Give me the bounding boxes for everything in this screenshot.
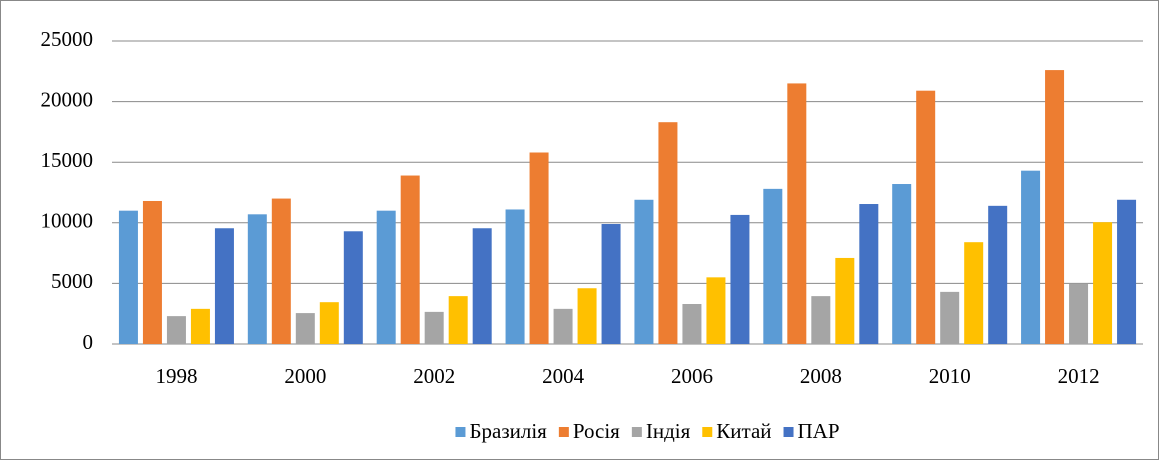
bar [166,316,186,344]
bar [247,214,267,344]
bar [1069,284,1089,344]
bar [400,175,420,344]
bar [601,224,621,344]
bar [271,198,291,344]
legend-label: ПАР [798,419,840,443]
y-tick-label: 10000 [41,209,94,233]
bar [658,122,678,344]
bar [214,228,234,344]
bar [682,304,702,344]
legend-swatch [783,427,794,437]
bar [859,204,879,344]
bar [424,311,444,344]
legend-label: Бразилія [469,419,547,443]
legend-swatch [702,427,713,437]
x-tick-label: 1998 [155,364,197,388]
legend-label: Китай [716,419,771,443]
x-tick-label: 2012 [1058,364,1100,388]
y-tick-label: 25000 [41,27,94,51]
x-tick-label: 2002 [413,364,455,388]
x-tick-label: 2006 [671,364,713,388]
bar [448,296,468,344]
bar [706,277,726,344]
x-tick-label: 2008 [800,364,842,388]
bar [988,205,1008,344]
bar [787,83,807,345]
bar [634,199,654,344]
bar [190,308,210,344]
bar [1093,222,1113,344]
bar [505,209,525,344]
bar [1021,170,1041,344]
bar [295,313,315,344]
bar [343,231,363,344]
bar [319,302,339,344]
legend-swatch [558,427,569,437]
bar [1045,70,1065,344]
y-tick-label: 15000 [41,148,94,172]
bar [553,308,573,344]
bar [811,296,831,344]
bar [1117,199,1137,344]
y-tick-label: 0 [83,330,94,354]
legend-label: Індія [646,419,691,443]
bar [892,184,912,344]
x-tick-label: 2010 [929,364,971,388]
bar [940,291,960,344]
bar [529,152,549,344]
bar [730,214,750,344]
bar [763,188,783,344]
legend-label: Росія [573,419,620,443]
y-tick-label: 5000 [51,269,93,293]
y-tick-label: 20000 [41,87,94,111]
bar [577,288,597,344]
bar [916,90,936,344]
bar [118,210,138,344]
bar [964,242,984,344]
bar [142,200,162,344]
bar [835,257,855,344]
legend-swatch [631,427,642,437]
legend-swatch [455,427,466,437]
x-tick-label: 2004 [542,364,585,388]
bar [376,210,396,344]
bar [472,228,492,344]
x-tick-label: 2000 [284,364,326,388]
